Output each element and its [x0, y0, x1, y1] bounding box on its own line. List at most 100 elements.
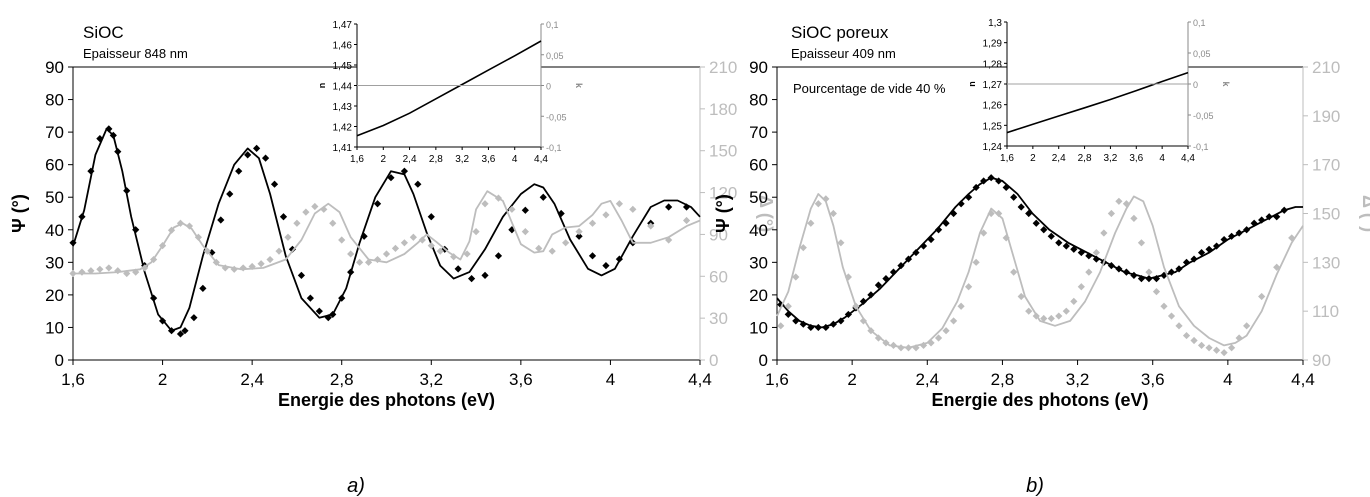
inset-left-tick-label: 1,42	[333, 123, 353, 134]
delta-data-point	[132, 268, 140, 276]
delta-data-point	[615, 200, 623, 208]
delta-data-point	[450, 253, 458, 261]
psi-data-point	[615, 255, 623, 263]
left-tick-label: 80	[749, 91, 768, 110]
psi-data-point	[1152, 275, 1161, 283]
delta-data-point	[837, 239, 845, 247]
left-tick-label: 10	[749, 318, 768, 337]
delta-data-point	[373, 255, 382, 264]
psi-data-point	[132, 226, 140, 234]
delta-data-point	[844, 273, 852, 281]
inset-left-tick-label: 1,28	[983, 59, 1003, 70]
delta-data-point	[1212, 346, 1221, 354]
inset-right-tick-label: 0,1	[1193, 18, 1206, 28]
delta-data-point	[829, 209, 837, 218]
right-tick-label: 90	[1312, 351, 1331, 370]
psi-data-point	[889, 268, 898, 276]
right-tick-label: 210	[709, 58, 737, 77]
delta-data-point	[799, 244, 807, 252]
x-tick-label: 4	[606, 370, 615, 389]
psi-data-point	[324, 314, 332, 322]
psi-data-point	[1002, 183, 1010, 192]
delta-data-point	[1040, 314, 1048, 323]
delta-data-point	[919, 341, 928, 349]
psi-data-point	[1062, 242, 1070, 250]
chart-subtitle: Epaisseur 848 nm	[83, 46, 188, 61]
inset-left-axis-label: n	[967, 81, 977, 87]
inset-n-line	[1006, 71, 1189, 134]
x-tick-label: 3,2	[419, 370, 443, 389]
psi-data-point	[777, 301, 785, 309]
psi-data-point	[96, 135, 104, 143]
psi-data-point	[1145, 275, 1153, 283]
psi-data-point	[1085, 252, 1093, 260]
delta-data-point	[1032, 312, 1040, 320]
psi-data-point	[1137, 275, 1146, 283]
delta-data-point	[987, 209, 995, 218]
psi-data-point	[1017, 203, 1025, 211]
inset-right-tick-label: 0,1	[546, 20, 559, 30]
delta-data-point	[1002, 234, 1010, 242]
psi-fit-line	[776, 176, 1303, 329]
psi-data-point	[1250, 219, 1258, 227]
delta-data-point	[647, 222, 655, 230]
inset-left-tick-label: 1,41	[333, 143, 353, 154]
delta-data-point	[185, 222, 194, 230]
psi-data-point	[427, 213, 435, 221]
delta-data-point	[418, 236, 426, 244]
psi-data-point	[279, 213, 288, 221]
inset-x-tick-label: 2	[381, 154, 387, 165]
psi-data-point	[980, 177, 988, 185]
delta-data-point	[965, 283, 973, 291]
delta-data-point	[1167, 312, 1176, 320]
x-axis-label: Energie des photons (eV)	[278, 390, 495, 410]
psi-data-point	[508, 226, 516, 234]
inset-x-tick-label: 2	[1030, 153, 1036, 164]
delta-data-point	[807, 219, 815, 227]
delta-data-point	[194, 233, 202, 241]
delta-data-point	[548, 247, 556, 255]
psi-data-point	[1047, 232, 1055, 240]
delta-data-point	[1017, 292, 1025, 301]
psi-data-point	[329, 310, 337, 319]
delta-data-point	[1115, 197, 1123, 205]
psi-data-point	[360, 232, 368, 240]
inset-left-tick-label: 1,46	[333, 41, 353, 52]
delta-data-point	[882, 339, 890, 347]
left-tick-label: 50	[749, 188, 768, 207]
delta-data-point	[777, 322, 785, 330]
delta-data-point	[859, 317, 868, 325]
psi-data-point	[109, 131, 117, 139]
psi-data-point	[1107, 261, 1115, 270]
delta-data-point	[1077, 283, 1085, 291]
delta-data-point	[588, 219, 597, 227]
delta-data-point	[535, 244, 543, 252]
inset-right-tick-label: 0	[1193, 80, 1198, 90]
delta-data-point	[87, 267, 95, 275]
panel-caption: a)	[347, 475, 365, 497]
inset-x-tick-label: 2,8	[1078, 153, 1092, 164]
delta-data-point	[284, 233, 292, 241]
psi-data-point	[481, 271, 489, 279]
delta-data-point	[874, 334, 883, 342]
psi-data-point	[1025, 209, 1033, 218]
delta-data-point	[158, 241, 167, 250]
psi-data-point	[897, 261, 905, 270]
psi-data-point	[1032, 219, 1040, 227]
delta-data-point	[1175, 322, 1183, 330]
x-tick-label: 2,8	[330, 370, 354, 389]
delta-data-point	[1160, 302, 1168, 310]
psi-data-point	[315, 307, 323, 315]
delta-data-point	[927, 339, 935, 347]
psi-data-point	[1182, 258, 1191, 266]
psi-data-point	[995, 177, 1003, 185]
right-tick-label: 150	[1312, 205, 1340, 224]
delta-data-point	[248, 262, 256, 271]
inset-right-tick-label: 0	[546, 82, 551, 92]
left-tick-label: 60	[749, 156, 768, 175]
psi-data-point	[1040, 226, 1048, 234]
left-tick-label: 10	[45, 318, 64, 337]
left-axis-label: Ψ (°)	[713, 194, 733, 233]
psi-data-point	[784, 310, 792, 319]
inset-n-line	[356, 40, 542, 137]
